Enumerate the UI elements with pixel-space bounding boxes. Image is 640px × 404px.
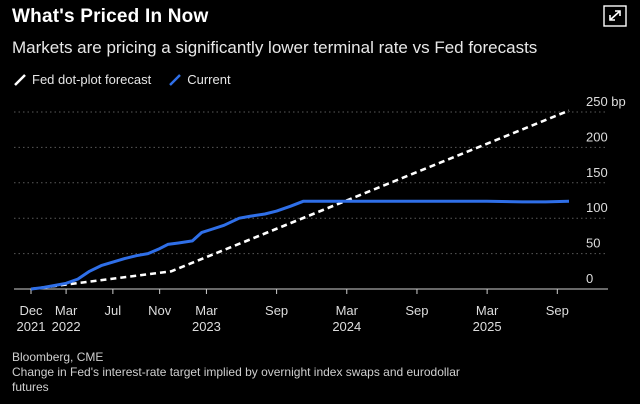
y-tick-label: 0 — [586, 271, 593, 286]
x-tick-label: Mar — [336, 303, 359, 318]
expand-icon[interactable] — [603, 5, 627, 27]
series-line-current — [30, 199, 570, 291]
x-tick-label: Sep — [265, 303, 288, 318]
grid-layer — [14, 111, 608, 255]
x-tick-label: Mar — [195, 303, 218, 318]
series-layer — [30, 109, 570, 291]
x-tick-label: Sep — [405, 303, 428, 318]
x-tick-year: 2025 — [473, 319, 502, 334]
legend-item-current: Current — [169, 72, 231, 87]
legend-forecast-label: Fed dot-plot forecast — [32, 72, 152, 87]
x-tick-label: Dec — [19, 303, 43, 318]
legend-current-label: Current — [187, 72, 231, 87]
chart-subtitle: Markets are pricing a significantly lowe… — [12, 38, 538, 57]
y-tick-label: 150 — [586, 165, 608, 180]
x-tick-year: 2023 — [192, 319, 221, 334]
chart-title: What's Priced In Now — [12, 6, 209, 27]
source-text: Bloomberg, CME — [12, 350, 104, 364]
x-axis — [14, 288, 608, 294]
x-tick-year: 2024 — [332, 319, 361, 334]
x-tick-year: 2022 — [52, 319, 81, 334]
x-tick-label: Nov — [148, 303, 172, 318]
y-tick-label: 200 — [586, 129, 608, 144]
x-tick-year: 2021 — [17, 319, 46, 334]
y-tick-label: 250 bp — [586, 94, 626, 109]
legend-item-forecast: Fed dot-plot forecast — [14, 72, 151, 87]
x-tick-label: Mar — [476, 303, 499, 318]
y-tick-label: 100 — [586, 200, 608, 215]
footnote-text: Change in Fed's interest-rate target imp… — [12, 365, 460, 394]
legend-current-swatch — [169, 73, 182, 86]
chart-footer: Bloomberg, CME Change in Fed's interest-… — [12, 350, 492, 395]
x-tick-label: Mar — [55, 303, 78, 318]
x-tick-label: Jul — [105, 303, 122, 318]
y-tick-label: 50 — [586, 236, 600, 251]
legend-forecast-swatch — [14, 73, 26, 86]
x-tick-label: Sep — [546, 303, 569, 318]
chart-legend: Fed dot-plot forecast Current — [14, 72, 249, 87]
series-line-fed-dot-plot-forecast — [30, 109, 570, 291]
